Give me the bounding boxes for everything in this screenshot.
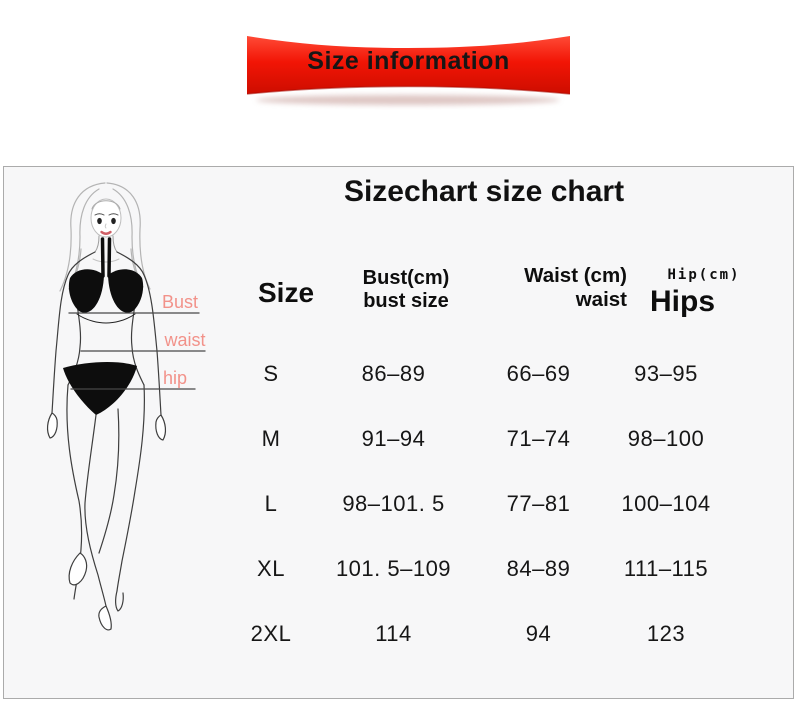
hip-cell: 111–115 <box>623 555 709 581</box>
waist-cell: 66–69 <box>506 360 571 386</box>
size-cell: 2XL <box>250 620 292 646</box>
hip-cell: 93–95 <box>634 360 698 386</box>
size-cell: L <box>264 490 278 516</box>
hip-cell: 100–104 <box>621 490 711 516</box>
page-title: Sizechart size chart <box>343 175 625 208</box>
column-header-hip: Hip(cm) Hips <box>644 267 764 319</box>
measurement-lines <box>68 312 206 390</box>
waist-cell: 84–89 <box>506 555 571 581</box>
bust-cell: 86–89 <box>361 360 426 386</box>
left-eye <box>97 217 102 225</box>
size-table: S 86–89 66–69 93–95 M 91–94 71–74 98–100… <box>226 341 726 666</box>
bust-cell: 114 <box>375 620 412 646</box>
waist-cell: 77–81 <box>506 490 571 516</box>
column-header-size: Size <box>258 277 315 308</box>
column-header-bust: Bust(cm) bust size <box>326 267 486 313</box>
figure-label-bust: Bust <box>162 292 198 312</box>
size-cell: M <box>261 425 281 451</box>
body-figure-illustration: Bust waist hip <box>46 182 206 631</box>
size-cell: XL <box>257 555 285 581</box>
face <box>90 198 122 238</box>
figure-label-hip: hip <box>163 368 187 388</box>
waist-cell: 71–74 <box>506 425 571 451</box>
column-header-waist-line2: waist <box>575 288 627 311</box>
right-eye <box>111 217 116 225</box>
banner-title: Size information <box>307 47 510 75</box>
hip-cell: 123 <box>646 620 686 646</box>
figure-label-waist: waist <box>163 330 205 350</box>
lips <box>100 230 112 235</box>
size-cell: S <box>263 360 279 386</box>
column-header-bust-line2: bust size <box>363 290 449 312</box>
column-header-waist: Waist (cm) waist <box>474 264 627 312</box>
bust-cell: 98–101. 5 <box>342 490 445 516</box>
ribbon-banner-graphic <box>247 36 570 105</box>
waist-cell: 94 <box>525 620 552 646</box>
column-header-bust-line1: Bust(cm) <box>362 267 450 289</box>
column-header-waist-line1: Waist (cm) <box>524 264 627 287</box>
hip-cell: 98–100 <box>627 425 705 451</box>
column-header-hip-line2: Hips <box>650 285 716 318</box>
size-chart-panel: Sizechart size chart <box>3 166 794 699</box>
body-outline <box>46 251 167 631</box>
column-header-hip-line1: Hip(cm) <box>667 267 741 283</box>
bust-cell: 91–94 <box>361 425 426 451</box>
size-information-banner: Size information <box>247 30 570 110</box>
bust-cell: 101. 5–109 <box>335 555 452 581</box>
